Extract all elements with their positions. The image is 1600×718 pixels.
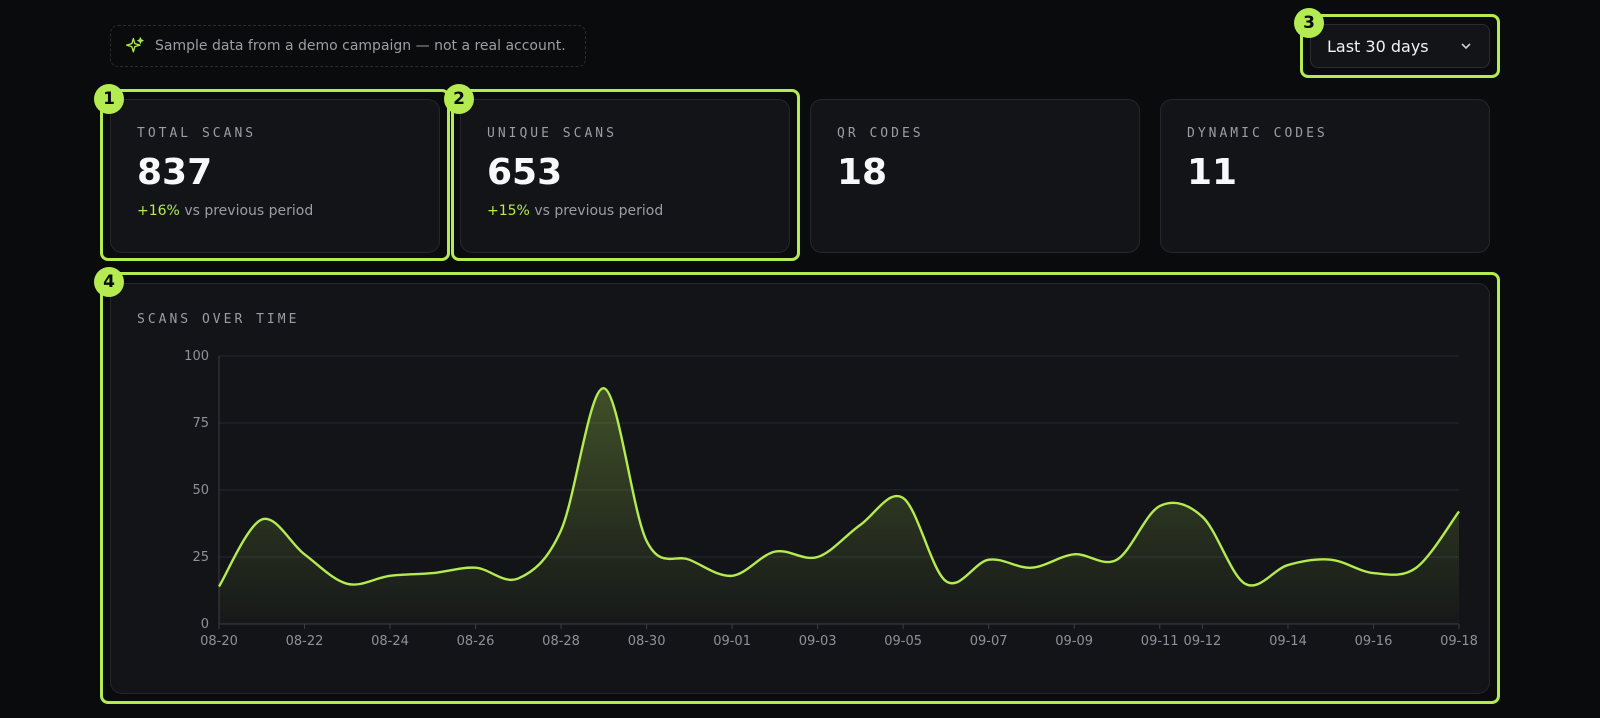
stat-delta: +15% vs previous period bbox=[487, 203, 763, 219]
highlight-badge-4: 4 bbox=[94, 267, 124, 297]
data-point[interactable] bbox=[812, 551, 824, 563]
banner-text: Sample data from a demo campaign — not a… bbox=[155, 38, 566, 54]
x-tick-label: 08-20 bbox=[200, 634, 238, 649]
data-point[interactable] bbox=[1410, 562, 1422, 574]
x-tick-label: 08-30 bbox=[628, 634, 666, 649]
stat-label: TOTAL SCANS bbox=[137, 126, 257, 141]
data-point[interactable] bbox=[1111, 554, 1123, 566]
stat-label: UNIQUE SCANS bbox=[487, 126, 617, 141]
y-tick-label: 25 bbox=[192, 550, 209, 565]
x-tick-label: 08-26 bbox=[457, 634, 495, 649]
data-point[interactable] bbox=[641, 535, 653, 547]
x-tick-label: 09-09 bbox=[1055, 634, 1093, 649]
data-point[interactable] bbox=[726, 570, 738, 582]
chart-title: SCANS OVER TIME bbox=[137, 312, 300, 327]
chevron-down-icon bbox=[1461, 43, 1471, 50]
delta-percent: +16% bbox=[137, 202, 180, 219]
y-tick-label: 50 bbox=[192, 483, 209, 498]
data-point[interactable] bbox=[555, 524, 567, 536]
data-point[interactable] bbox=[427, 567, 439, 579]
y-tick-label: 100 bbox=[184, 349, 209, 364]
x-tick-label: 09-11 bbox=[1141, 634, 1179, 649]
data-point[interactable] bbox=[1239, 578, 1251, 590]
data-point[interactable] bbox=[940, 575, 952, 587]
highlight-badge-2: 2 bbox=[444, 84, 474, 114]
series-area bbox=[219, 388, 1459, 624]
data-point[interactable] bbox=[1453, 505, 1465, 517]
stat-label: QR CODES bbox=[837, 126, 924, 141]
stat-value: 18 bbox=[837, 152, 888, 193]
delta-suffix: vs previous period bbox=[534, 202, 664, 219]
data-point[interactable] bbox=[683, 554, 695, 566]
data-point[interactable] bbox=[384, 570, 396, 582]
data-point[interactable] bbox=[769, 546, 781, 558]
data-point[interactable] bbox=[1282, 559, 1294, 571]
x-tick-label: 08-24 bbox=[371, 634, 409, 649]
highlight-badge-1: 1 bbox=[94, 84, 124, 114]
x-tick-label: 09-16 bbox=[1355, 634, 1393, 649]
series-line bbox=[217, 386, 1460, 588]
data-point[interactable] bbox=[470, 562, 482, 574]
data-point[interactable] bbox=[1068, 548, 1080, 560]
stat-value: 653 bbox=[487, 152, 563, 193]
scans-over-time-chart: SCANS OVER TIME 0 25 50 75 100 08-20 08-22 08-2… bbox=[110, 283, 1490, 694]
y-tick-label: 75 bbox=[192, 416, 209, 431]
stat-card-total-scans: TOTAL SCANS 837 +16% vs previous period bbox=[110, 99, 440, 253]
date-range-value: Last 30 days bbox=[1327, 36, 1429, 56]
data-point[interactable] bbox=[1025, 562, 1037, 574]
demo-data-banner: Sample data from a demo campaign — not a… bbox=[110, 25, 586, 67]
data-point[interactable] bbox=[256, 513, 268, 525]
stat-value: 11 bbox=[1187, 152, 1238, 193]
delta-suffix: vs previous period bbox=[184, 202, 314, 219]
stat-label: DYNAMIC CODES bbox=[1187, 126, 1328, 141]
data-point[interactable] bbox=[598, 382, 610, 394]
x-tick-label: 09-03 bbox=[799, 634, 837, 649]
stat-card-unique-scans: UNIQUE SCANS 653 +15% vs previous period bbox=[460, 99, 790, 253]
x-tick-label: 09-05 bbox=[884, 634, 922, 649]
stat-value: 837 bbox=[137, 152, 213, 193]
stat-card-dynamic-codes: DYNAMIC CODES 11 bbox=[1160, 99, 1490, 253]
highlight-badge-3: 3 bbox=[1294, 8, 1324, 38]
x-tick-label: 09-01 bbox=[713, 634, 751, 649]
data-point[interactable] bbox=[1154, 500, 1166, 512]
date-range-select[interactable]: Last 30 days bbox=[1310, 24, 1490, 68]
x-tick-label: 09-12 bbox=[1184, 634, 1222, 649]
data-point[interactable] bbox=[213, 580, 225, 592]
data-point[interactable] bbox=[341, 578, 353, 590]
stat-card-qr-codes: QR CODES 18 bbox=[810, 99, 1140, 253]
stat-delta: +16% vs previous period bbox=[137, 203, 413, 219]
data-point[interactable] bbox=[983, 554, 995, 566]
delta-percent: +15% bbox=[487, 202, 530, 219]
chart-svg: 0 25 50 75 100 08-20 08-22 08-24 08-26 08-28 08-30… bbox=[184, 349, 1478, 649]
data-point[interactable] bbox=[1196, 511, 1208, 523]
y-tick-label: 0 bbox=[201, 617, 209, 632]
x-tick-label: 08-22 bbox=[286, 634, 324, 649]
x-tick-label: 09-14 bbox=[1269, 634, 1307, 649]
data-point[interactable] bbox=[1325, 554, 1337, 566]
data-point[interactable] bbox=[854, 519, 866, 531]
data-point[interactable] bbox=[897, 492, 909, 504]
x-tick-label: 08-28 bbox=[542, 634, 580, 649]
data-point[interactable] bbox=[1367, 567, 1379, 579]
x-tick-label: 09-07 bbox=[970, 634, 1008, 649]
sparkles-icon bbox=[126, 37, 144, 53]
data-point[interactable] bbox=[299, 548, 311, 560]
x-tick-label: 09-18 bbox=[1440, 634, 1478, 649]
data-point[interactable] bbox=[512, 572, 524, 584]
